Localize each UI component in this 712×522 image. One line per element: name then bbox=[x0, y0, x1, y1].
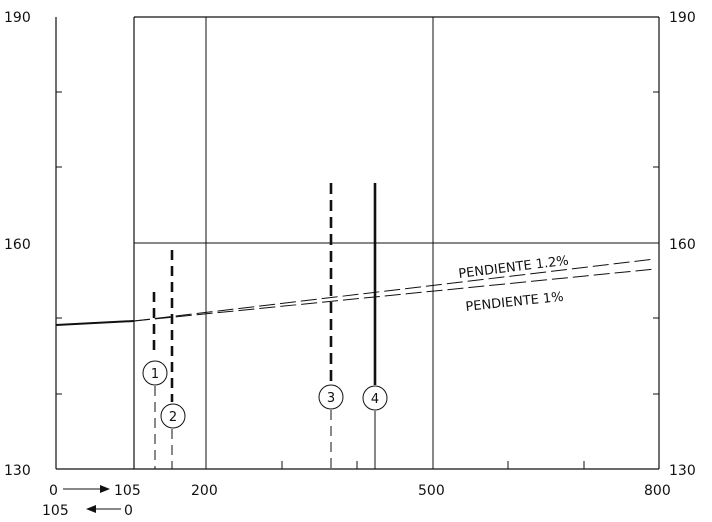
slope-line-upper bbox=[133, 258, 656, 322]
slope-label-lower: PENDIENTE 1% bbox=[465, 290, 565, 315]
y-label-left-190: 190 bbox=[4, 10, 31, 26]
y-label-right-160: 160 bbox=[669, 237, 696, 253]
marker-4-label: 4 bbox=[371, 392, 379, 407]
x-label-0: 0 bbox=[49, 483, 58, 499]
marker-1-circle bbox=[142, 360, 168, 386]
ground-profile-line bbox=[55, 320, 135, 326]
y-label-right-130: 130 bbox=[669, 463, 696, 479]
arrow-right-icon bbox=[63, 485, 110, 493]
marker-2-circle bbox=[160, 403, 186, 429]
right-axis-ticks bbox=[653, 91, 659, 395]
y-label-right-190: 190 bbox=[669, 10, 696, 26]
left-axis-ticks bbox=[56, 91, 62, 395]
y-label-left-160: 160 bbox=[4, 237, 31, 253]
x-label-105-bottom: 105 bbox=[42, 503, 69, 519]
marker-3-circle bbox=[318, 384, 344, 410]
x-label-105: 105 bbox=[114, 483, 141, 499]
marker-2-label: 2 bbox=[169, 410, 177, 425]
slope-label-upper: PENDIENTE 1.2% bbox=[458, 254, 570, 282]
y-label-left-130: 130 bbox=[4, 463, 31, 479]
x-label-500: 500 bbox=[418, 483, 445, 499]
marker-1-label: 1 bbox=[151, 367, 159, 382]
x-label-800: 800 bbox=[644, 483, 671, 499]
x-label-200: 200 bbox=[191, 483, 218, 499]
arrow-left-icon bbox=[86, 505, 121, 513]
slope-line-lower bbox=[133, 268, 656, 322]
bottom-axis-ticks bbox=[281, 461, 585, 469]
marker-3-label: 3 bbox=[327, 391, 335, 406]
x-label-0-bottom: 0 bbox=[124, 503, 133, 519]
marker-4-circle bbox=[362, 385, 388, 411]
